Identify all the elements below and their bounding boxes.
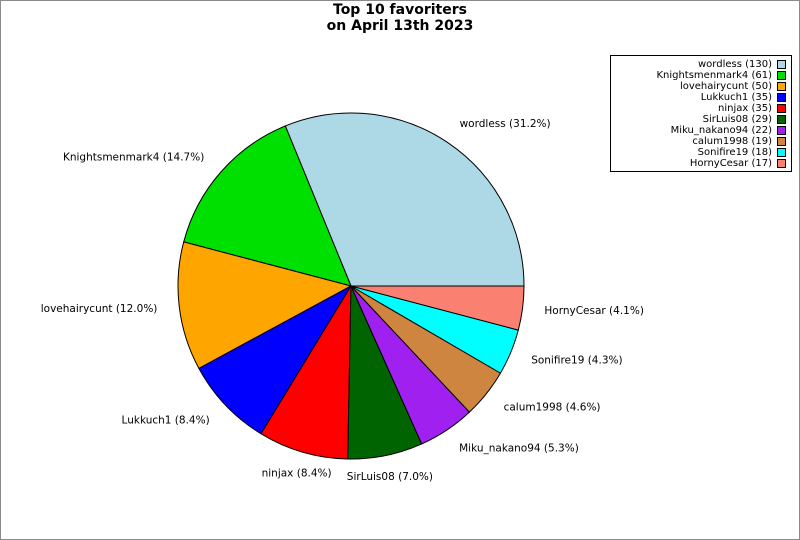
legend-swatch-icon (777, 159, 786, 168)
legend-swatch-icon (777, 148, 786, 157)
pie-label-HornyCesar: HornyCesar (4.1%) (544, 305, 644, 317)
legend-item-wordless: wordless (130) (614, 59, 786, 70)
legend-item-label: Sonifire19 (18) (697, 147, 772, 158)
legend-item-Miku_nakano94: Miku_nakano94 (22) (614, 125, 786, 136)
pie-label-SirLuis08: SirLuis08 (7.0%) (347, 471, 433, 483)
legend-item-Knightsmenmark4: Knightsmenmark4 (61) (614, 70, 786, 81)
chart-title-line2: on April 13th 2023 (326, 17, 474, 34)
pie-label-calum1998: calum1998 (4.6%) (504, 401, 601, 413)
legend-item-lovehairycunt: lovehairycunt (50) (614, 81, 786, 92)
pie-label-Sonifire19: Sonifire19 (4.3%) (531, 355, 622, 367)
legend-item-Sonifire19: Sonifire19 (18) (614, 147, 786, 158)
pie-slice-HornyCesar (350, 285, 525, 331)
pie-label-Knightsmenmark4: Knightsmenmark4 (14.7%) (63, 152, 204, 164)
chart-title: Top 10 favoriters on April 13th 2023 (1, 2, 799, 34)
pie-slice-Lukkuch1 (198, 285, 352, 435)
legend-item-label: Lukkuch1 (35) (700, 92, 772, 103)
legend-item-label: wordless (130) (698, 59, 772, 70)
legend: wordless (130) Knightsmenmark4 (61) loveha… (610, 55, 792, 172)
legend-swatch-icon (777, 115, 786, 124)
legend-item-label: lovehairycunt (50) (679, 81, 772, 92)
chart-title-line1: Top 10 favoriters (333, 2, 467, 18)
pie-label-Lukkuch1: Lukkuch1 (8.4%) (122, 414, 210, 426)
legend-item-calum1998: calum1998 (19) (614, 136, 786, 147)
legend-item-label: HornyCesar (17) (689, 158, 772, 169)
legend-item-label: Knightsmenmark4 (61) (656, 70, 772, 81)
legend-swatch-icon (777, 104, 786, 113)
legend-item-label: Miku_nakano94 (22) (670, 125, 772, 136)
legend-swatch-icon (777, 71, 786, 80)
legend-swatch-icon (777, 93, 786, 102)
legend-item-label: SirLuis08 (29) (702, 114, 772, 125)
pie-label-Miku_nakano94: Miku_nakano94 (5.3%) (459, 442, 579, 454)
legend-swatch-icon (777, 126, 786, 135)
pie-slice-wordless (284, 112, 525, 287)
legend-item-SirLuis08: SirLuis08 (29) (614, 114, 786, 125)
legend-item-label: ninjax (35) (718, 103, 772, 114)
legend-swatch-icon (777, 60, 786, 69)
pie-slice-lovehairycunt (177, 241, 352, 369)
legend-swatch-icon (777, 82, 786, 91)
legend-item-ninjax: ninjax (35) (614, 103, 786, 114)
legend-item-HornyCesar: HornyCesar (17) (614, 158, 786, 169)
pie-label-ninjax: ninjax (8.4%) (262, 467, 332, 479)
legend-swatch-icon (777, 137, 786, 146)
pie-slice-ninjax (260, 285, 352, 460)
pie-label-lovehairycunt: lovehairycunt (12.0%) (41, 303, 158, 315)
legend-item-label: calum1998 (19) (692, 136, 772, 147)
pie-slice-Knightsmenmark4 (183, 125, 352, 287)
legend-item-Lukkuch1: Lukkuch1 (35) (614, 92, 786, 103)
pie-label-wordless: wordless (31.2%) (460, 118, 551, 130)
